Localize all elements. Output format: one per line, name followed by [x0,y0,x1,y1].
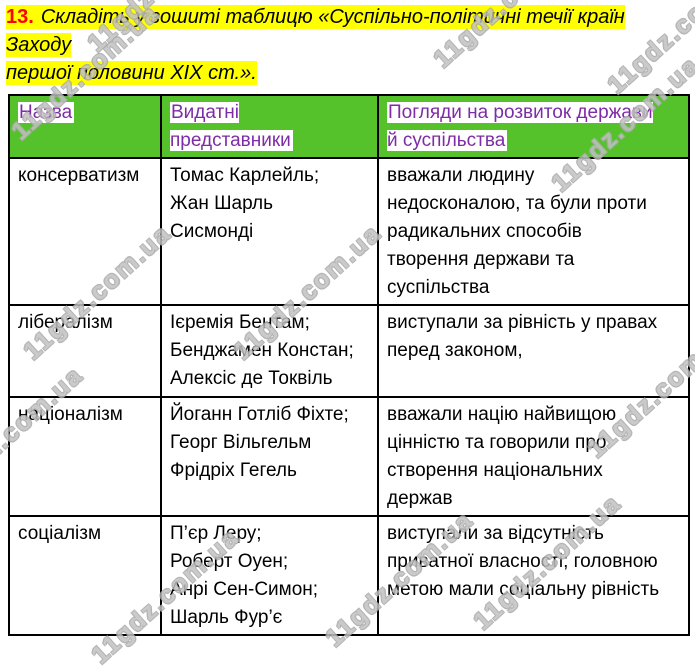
exercise-number: 13. [6,6,34,28]
title-highlight: 13. Складіть у зошиті таблицю «Суспільно-… [6,5,625,85]
column-header-name: Назва [8,94,162,159]
column-header-representatives-label: Видатні представники [170,102,293,151]
cell-ideology-name: консерватизм [8,157,162,306]
cell-ideology-name: націоналізм [8,396,162,517]
cell-ideology-name: лібералізм [8,304,162,398]
table-row-socialism: соціалізм П’єр Леру; Роберт Оуен; Анрі С… [8,515,690,636]
cell-ideology-name: соціалізм [8,515,162,636]
column-header-representatives: Видатні представники [160,94,379,159]
table-header-row: Назва Видатні представники Погляди на ро… [8,94,690,159]
cell-representatives: П’єр Леру; Роберт Оуен; Анрі Сен-Симон; … [160,515,379,636]
table-row-nationalism: націоналізм Йоганн Готліб Фіхте; Георг В… [8,396,690,517]
cell-views: вважали націю найвищою цінністю та говор… [377,396,690,517]
cell-views: вважали людину недосконалою, та були про… [377,157,690,306]
column-header-name-label: Назва [18,102,75,123]
cell-representatives: Томас Карлейль; Жан Шарль Сисмонді [160,157,379,306]
cell-representatives: Ієремія Бентам; Бенджамен Констан; Алекс… [160,304,379,398]
exercise-title-text: Складіть у зошиті таблицю «Суспільно-пол… [6,6,625,84]
cell-views: виступали за відсутність приватної власн… [377,515,690,636]
column-header-views: Погляди на розвиток держави й суспільств… [377,94,690,159]
political-currents-table: Назва Видатні представники Погляди на ро… [8,94,690,636]
cell-representatives: Йоганн Готліб Фіхте; Георг Вільгельм Фрі… [160,396,379,517]
cell-views: виступали за рівність у правах перед зак… [377,304,690,398]
column-header-views-label: Погляди на розвиток держави й суспільств… [387,102,653,151]
table-row-liberalism: лібералізм Ієремія Бентам; Бенджамен Кон… [8,304,690,398]
table-row-conservatism: консерватизм Томас Карлейль; Жан Шарль С… [8,157,690,306]
exercise-title: 13. Складіть у зошиті таблицю «Суспільно-… [6,3,695,87]
